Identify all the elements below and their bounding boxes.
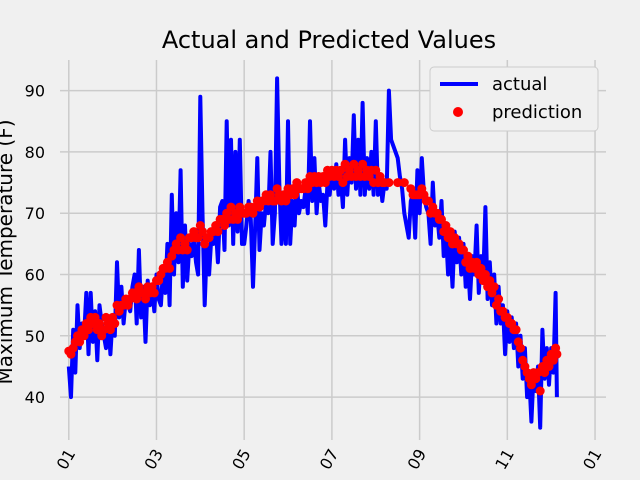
prediction-point-68 xyxy=(213,227,223,237)
y-tick-label-0: 40 xyxy=(25,388,45,407)
prediction-point-188 xyxy=(494,294,504,304)
legend-prediction-swatch xyxy=(453,107,463,117)
prediction-point-186 xyxy=(489,282,499,292)
prediction-point-196 xyxy=(511,325,521,335)
prediction-point-39 xyxy=(149,288,159,298)
prediction-point-215 xyxy=(552,349,562,359)
y-tick-label-5: 90 xyxy=(25,82,45,101)
y-tick-label-2: 60 xyxy=(25,266,45,285)
y-axis-label: Maximum Temperature (F) xyxy=(0,119,17,384)
prediction-point-54 xyxy=(182,245,192,255)
series-markers xyxy=(64,159,562,396)
y-tick-label-1: 50 xyxy=(25,327,45,346)
chart-title: Actual and Predicted Values xyxy=(162,26,496,54)
y-tick-label-4: 80 xyxy=(25,143,45,162)
y-tick-label-3: 70 xyxy=(25,204,45,223)
prediction-point-198 xyxy=(516,343,525,353)
legend: actual prediction xyxy=(429,66,599,132)
prediction-point-46 xyxy=(165,263,175,273)
prediction-point-21 xyxy=(110,319,120,328)
prediction-point-145 xyxy=(384,178,394,188)
legend-entry-prediction: prediction xyxy=(492,102,582,123)
grid xyxy=(60,60,606,440)
prediction-point-207 xyxy=(535,386,545,396)
y-axis-ticks: 40 50 60 70 80 90 xyxy=(25,82,45,407)
legend-entry-actual: actual xyxy=(492,74,547,95)
prediction-point-147 xyxy=(399,178,409,188)
prediction-point-146 xyxy=(393,178,403,188)
